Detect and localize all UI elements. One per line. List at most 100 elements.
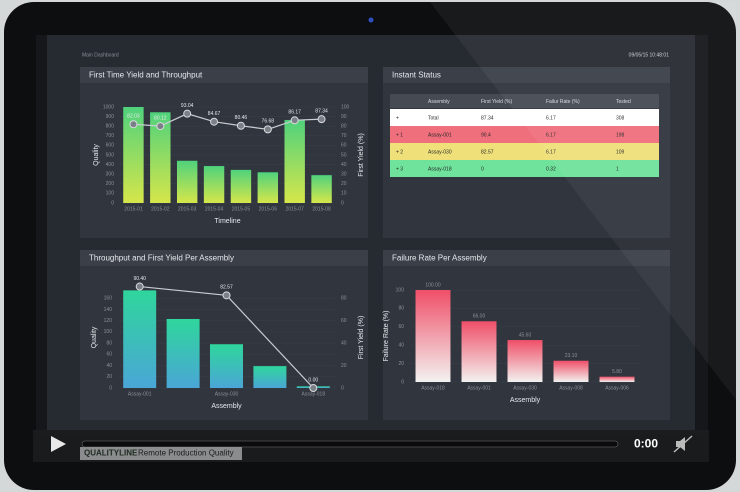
data-label: 82.03 <box>127 114 140 120</box>
data-label: 80.12 <box>154 115 167 121</box>
y2-tick-label: 80 <box>341 296 347 302</box>
bar <box>123 107 144 203</box>
bar <box>230 169 252 203</box>
x-tick-label: 2015-06 <box>259 206 278 212</box>
data-label: 0.00 <box>308 377 318 383</box>
line-point <box>263 125 272 134</box>
table-cell: Assay-030 <box>428 149 452 155</box>
header-title: Main Dashboard <box>82 52 119 58</box>
panel <box>80 67 368 238</box>
line-point <box>183 109 192 118</box>
table-cell: 0.32 <box>546 166 556 172</box>
y2-tick-label: 50 <box>341 152 347 158</box>
x-tick-label: 2015-05 <box>232 206 251 212</box>
y2-tick-label: 60 <box>341 318 347 324</box>
table-cell: 6.17 <box>546 132 556 138</box>
x-tick-label: Assay-030 <box>215 391 239 397</box>
play-button[interactable] <box>51 436 66 452</box>
x-tick-label: 2015-01 <box>124 206 143 212</box>
column-header: Tested <box>616 99 631 105</box>
table-cell: 6.17 <box>546 115 556 121</box>
column-header: Assembly <box>428 99 450 105</box>
column-header: Failur Rate (%) <box>546 99 580 105</box>
y2-tick-label: 60 <box>341 143 347 149</box>
brand-box <box>80 447 242 460</box>
chart-title: Throughput and First Yield Per Assembly <box>89 254 234 263</box>
data-label: 86.17 <box>288 110 301 116</box>
y-tick-label: 600 <box>106 143 115 149</box>
bar <box>284 119 305 203</box>
y-tick-label: 400 <box>106 162 115 168</box>
y2-axis-label: First Yield (%) <box>358 133 365 177</box>
data-label: 23.10 <box>565 353 578 359</box>
line-point <box>156 122 165 131</box>
x-tick-label: 2015-04 <box>205 206 224 212</box>
x-tick-label: Assay-008 <box>559 385 583 391</box>
x-tick-label: 2015-03 <box>178 206 197 212</box>
line <box>133 113 322 131</box>
data-label: 5.80 <box>612 369 622 375</box>
x-tick-label: 2015-08 <box>312 206 331 212</box>
y-tick-label: 700 <box>106 133 115 139</box>
x-tick-label: 2015-07 <box>286 206 305 212</box>
table-cell: 308 <box>616 115 625 121</box>
progress-track[interactable] <box>81 440 619 448</box>
caption: Remote Production Quality <box>138 449 234 458</box>
x-tick-label: 2015-02 <box>151 206 170 212</box>
y2-tick-label: 70 <box>341 133 347 139</box>
y-tick-label: 100 <box>104 329 113 335</box>
y2-tick-label: 40 <box>341 340 347 346</box>
y-tick-label: 200 <box>106 181 115 187</box>
y-axis-label: Quality <box>93 144 100 166</box>
y-tick-label: 80 <box>398 306 404 312</box>
x-axis-label: Assembly <box>510 397 541 404</box>
table-cell: + 2 <box>396 149 403 155</box>
bar <box>253 366 287 388</box>
y-tick-label: 900 <box>106 114 115 120</box>
y2-tick-label: 80 <box>341 124 347 130</box>
status-table: Assembly First Yield (%) Failur Rate (%) Te… <box>390 94 659 177</box>
y2-tick-label: 90 <box>341 114 347 120</box>
bar <box>461 321 497 382</box>
y-tick-label: 140 <box>104 307 113 313</box>
y2-tick-label: 20 <box>341 181 347 187</box>
mute-button[interactable] <box>673 435 693 453</box>
bar <box>599 376 635 382</box>
table-cell: Assay-018 <box>428 166 452 172</box>
data-label: 87.34 <box>315 108 328 114</box>
y2-tick-label: 10 <box>341 191 347 197</box>
table-cell: 0 <box>481 166 484 172</box>
table-row <box>390 109 659 126</box>
bar <box>210 344 243 388</box>
bar <box>176 160 198 203</box>
line-point <box>290 116 299 125</box>
bar <box>166 318 200 388</box>
table-row <box>390 126 659 143</box>
data-label: 82.57 <box>220 285 233 291</box>
data-label: 66.00 <box>473 314 486 320</box>
y-axis-label: Failure Rate (%) <box>383 311 390 362</box>
table-cell: Assay-001 <box>428 132 452 138</box>
y2-tick-label: 100 <box>341 104 350 110</box>
y-tick-label: 60 <box>398 324 404 330</box>
y-tick-label: 0 <box>111 200 114 206</box>
table-cell: 6.17 <box>546 149 556 155</box>
table-title: Instant Status <box>392 71 441 80</box>
camera <box>368 17 374 23</box>
y-tick-label: 100 <box>396 287 405 293</box>
chart-title: First Time Yield and Throughput <box>89 71 203 80</box>
bar <box>507 340 543 382</box>
x-tick-label: Assay-006 <box>605 385 629 391</box>
y-tick-label: 20 <box>398 361 404 367</box>
y-tick-label: 1000 <box>103 104 114 110</box>
y-tick-label: 80 <box>106 340 112 346</box>
y-tick-label: 300 <box>106 172 115 178</box>
x-tick-label: Assay-001 <box>467 385 491 391</box>
line-point <box>222 291 231 300</box>
y-tick-label: 800 <box>106 124 115 130</box>
panel-header <box>383 67 670 83</box>
data-label: 90.40 <box>133 276 146 282</box>
y-tick-label: 40 <box>398 343 404 349</box>
